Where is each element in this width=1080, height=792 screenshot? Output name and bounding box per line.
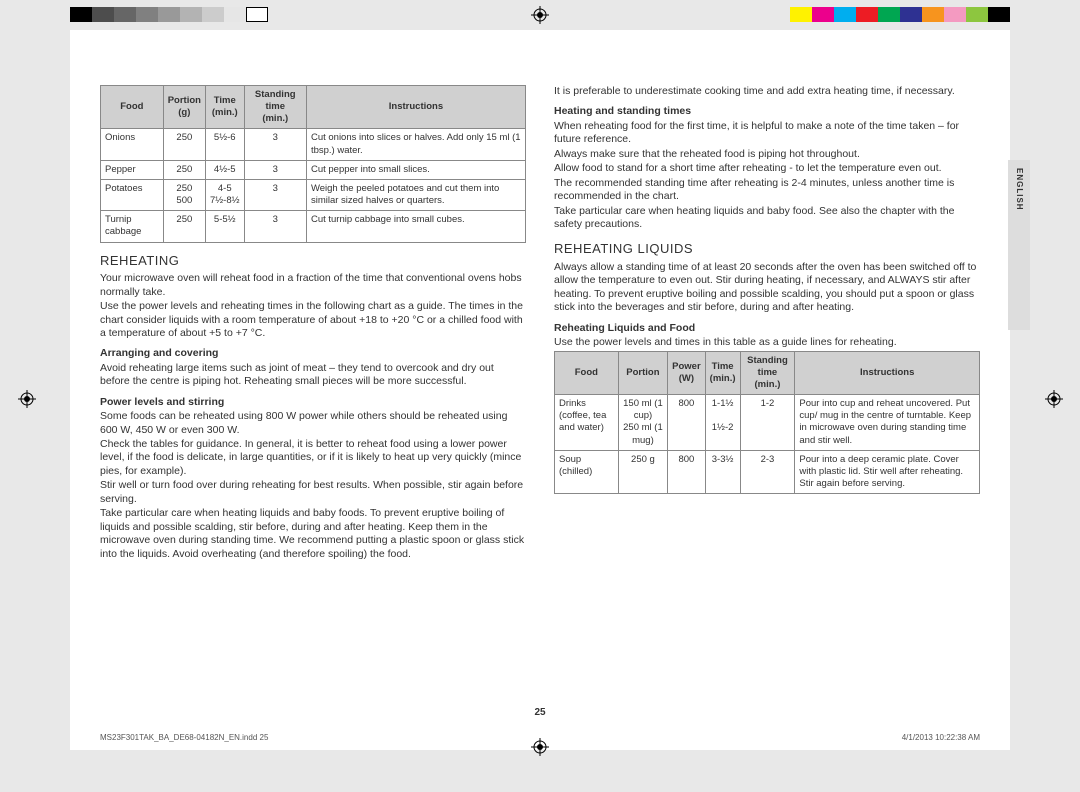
page-number: 25 (534, 707, 545, 718)
footer-timestamp: 4/1/2013 10:22:38 AM (902, 733, 980, 742)
para: It is preferable to underestimate cookin… (554, 85, 980, 98)
para: Take particular care when heating liquid… (100, 507, 526, 561)
para: Always make sure that the reheated food … (554, 148, 980, 161)
subhead-power: Power levels and stirring (100, 396, 526, 409)
registration-mark-right (1045, 390, 1063, 408)
registration-mark-top (531, 6, 549, 24)
para: Stir well or turn food over during rehea… (100, 479, 526, 506)
para: Check the tables for guidance. In genera… (100, 438, 526, 478)
table-header: Standing time(min.) (740, 351, 795, 394)
table-header: Portion (618, 351, 667, 394)
para: Some foods can be reheated using 800 W p… (100, 410, 526, 437)
para: Take particular care when heating liquid… (554, 205, 980, 232)
para: Always allow a standing time of at least… (554, 261, 980, 315)
heading-reheating-liquids: REHEATING LIQUIDS (554, 241, 980, 258)
para: Allow food to stand for a short time aft… (554, 162, 980, 175)
table-header: Time(min.) (205, 86, 244, 129)
right-column: It is preferable to underestimate cookin… (554, 85, 980, 695)
table-header: Portion(g) (163, 86, 205, 129)
table-header: Standing time(min.) (244, 86, 306, 129)
table-header: Instructions (306, 86, 525, 129)
subhead-heating-times: Heating and standing times (554, 105, 980, 118)
language-tab: ENGLISH (1008, 160, 1030, 330)
table-header: Food (555, 351, 619, 394)
table-row: Soup (chilled)250 g8003-3½2-3Pour into a… (555, 450, 980, 493)
para: Use the power levels and times in this t… (554, 336, 980, 349)
para: Avoid reheating large items such as join… (100, 362, 526, 389)
registration-mark-left (18, 390, 36, 408)
table-row: Onions2505½-63Cut onions into slices or … (101, 129, 526, 160)
page-content: FoodPortion(g)Time(min.)Standing time(mi… (100, 85, 980, 695)
manual-page: ENGLISH FoodPortion(g)Time(min.)Standing… (70, 30, 1010, 750)
left-column: FoodPortion(g)Time(min.)Standing time(mi… (100, 85, 526, 695)
subhead-arranging: Arranging and covering (100, 347, 526, 360)
para: The recommended standing time after rehe… (554, 177, 980, 204)
para: Your microwave oven will reheat food in … (100, 272, 526, 299)
footer-filename: MS23F301TAK_BA_DE68-04182N_EN.indd 25 (100, 733, 268, 742)
para: When reheating food for the first time, … (554, 120, 980, 147)
table-row: Drinks (coffee, tea and water)150 ml (1 … (555, 395, 980, 451)
heading-reheating: REHEATING (100, 253, 526, 270)
table-row: Potatoes2505004-57½-8½3Weigh the peeled … (101, 179, 526, 210)
language-label: ENGLISH (1015, 168, 1024, 211)
table-header: Time(min.) (705, 351, 740, 394)
table-header: Food (101, 86, 164, 129)
reheating-table: FoodPortionPower(W)Time(min.)Standing ti… (554, 351, 980, 495)
subhead-liquids-food: Reheating Liquids and Food (554, 322, 980, 335)
table-row: Turnip cabbage2505-5½3Cut turnip cabbage… (101, 211, 526, 242)
cooking-table: FoodPortion(g)Time(min.)Standing time(mi… (100, 85, 526, 243)
table-header: Instructions (795, 351, 980, 394)
table-row: Pepper2504½-53Cut pepper into small slic… (101, 160, 526, 179)
table-header: Power(W) (668, 351, 706, 394)
print-footer: MS23F301TAK_BA_DE68-04182N_EN.indd 25 4/… (100, 733, 980, 742)
para: Use the power levels and reheating times… (100, 300, 526, 340)
